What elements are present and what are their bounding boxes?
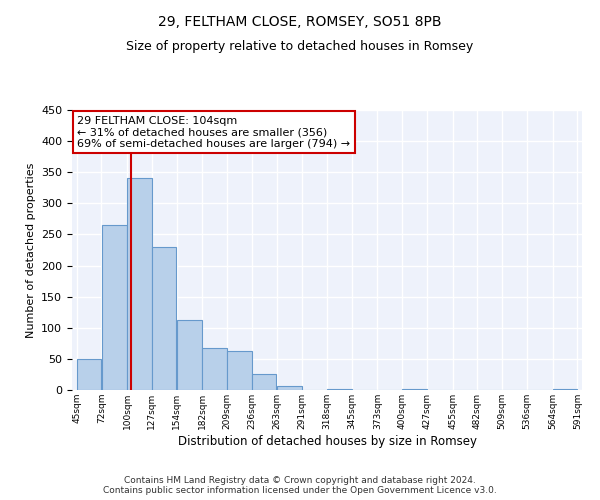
Text: Contains HM Land Registry data © Crown copyright and database right 2024.
Contai: Contains HM Land Registry data © Crown c… bbox=[103, 476, 497, 495]
Bar bbox=[101, 225, 127, 390]
Bar bbox=[327, 389, 352, 390]
Bar bbox=[553, 389, 577, 390]
Text: Size of property relative to detached houses in Romsey: Size of property relative to detached ho… bbox=[127, 40, 473, 53]
Bar bbox=[277, 386, 302, 390]
Bar bbox=[152, 247, 176, 390]
Bar bbox=[202, 348, 227, 390]
Text: 29 FELTHAM CLOSE: 104sqm
← 31% of detached houses are smaller (356)
69% of semi-: 29 FELTHAM CLOSE: 104sqm ← 31% of detach… bbox=[77, 116, 350, 149]
Bar bbox=[77, 359, 101, 390]
Bar bbox=[227, 352, 251, 390]
Text: 29, FELTHAM CLOSE, ROMSEY, SO51 8PB: 29, FELTHAM CLOSE, ROMSEY, SO51 8PB bbox=[158, 15, 442, 29]
Bar bbox=[403, 389, 427, 390]
X-axis label: Distribution of detached houses by size in Romsey: Distribution of detached houses by size … bbox=[178, 434, 476, 448]
Y-axis label: Number of detached properties: Number of detached properties bbox=[26, 162, 35, 338]
Bar bbox=[177, 320, 202, 390]
Bar bbox=[127, 178, 152, 390]
Bar bbox=[252, 374, 277, 390]
